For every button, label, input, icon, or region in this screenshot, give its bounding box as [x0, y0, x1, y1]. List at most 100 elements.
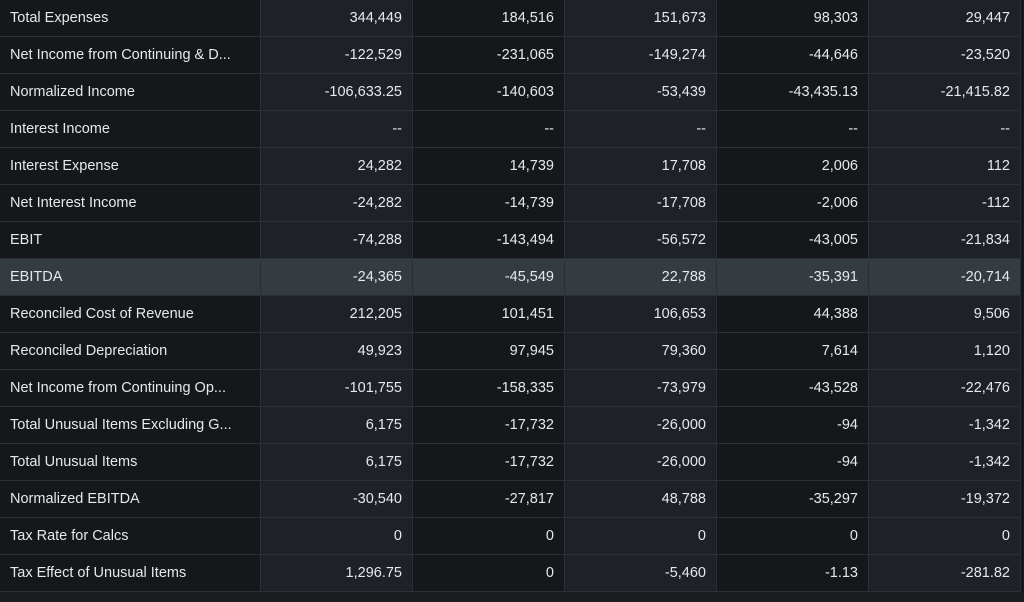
cell-value: -2,006	[716, 184, 869, 222]
cell-value: -73,979	[564, 369, 717, 407]
cell-value: -140,603	[412, 73, 565, 111]
cell-value: 0	[564, 517, 717, 555]
table-row[interactable]: EBIT -74,288 -143,494 -56,572 -43,005 -21,834	[0, 221, 1021, 259]
cell-value: 106,653	[564, 295, 717, 333]
row-label: Net Income from Continuing Op...	[0, 369, 261, 407]
cell-value: -43,005	[716, 221, 869, 259]
cell-value: -27,817	[412, 480, 565, 518]
cell-value: -26,000	[564, 443, 717, 481]
row-label: Net Interest Income	[0, 184, 261, 222]
cell-value: --	[260, 110, 413, 148]
cell-value: 17,708	[564, 147, 717, 185]
cell-value: 6,175	[260, 406, 413, 444]
row-label: Reconciled Cost of Revenue	[0, 295, 261, 333]
cell-value: -24,282	[260, 184, 413, 222]
cell-value: -149,274	[564, 36, 717, 74]
cell-value: -74,288	[260, 221, 413, 259]
table-row[interactable]: Reconciled Depreciation 49,923 97,945 79,36…	[0, 332, 1021, 370]
cell-value: 97,945	[412, 332, 565, 370]
cell-value: -101,755	[260, 369, 413, 407]
cell-value: -106,633.25	[260, 73, 413, 111]
cell-value: -53,439	[564, 73, 717, 111]
table-row[interactable]: Normalized EBITDA -30,540 -27,817 48,788 -35…	[0, 480, 1021, 518]
cell-value: 44,388	[716, 295, 869, 333]
cell-value: --	[412, 110, 565, 148]
cell-value: -14,739	[412, 184, 565, 222]
cell-value: -143,494	[412, 221, 565, 259]
cell-value: 2,006	[716, 147, 869, 185]
table-row[interactable]: Normalized Income -106,633.25 -140,603 -53,…	[0, 73, 1021, 111]
cell-value: 22,788	[564, 258, 717, 296]
cell-value: 0	[716, 517, 869, 555]
table-row[interactable]: Interest Expense 24,282 14,739 17,708 2,006 1…	[0, 147, 1021, 185]
cell-value: --	[868, 110, 1021, 148]
table-row[interactable]: Net Interest Income -24,282 -14,739 -17,708…	[0, 184, 1021, 222]
row-label: EBITDA	[0, 258, 261, 296]
table-row[interactable]: EBITDA -24,365 -45,549 22,788 -35,391 -20,714	[0, 258, 1021, 296]
cell-value: -112	[868, 184, 1021, 222]
row-label: Interest Expense	[0, 147, 261, 185]
cell-value: 14,739	[412, 147, 565, 185]
cell-value: 29,447	[868, 0, 1021, 37]
cell-value: 9,506	[868, 295, 1021, 333]
row-label: Interest Income	[0, 110, 261, 148]
cell-value: --	[564, 110, 717, 148]
row-label: Total Unusual Items	[0, 443, 261, 481]
cell-value: -44,646	[716, 36, 869, 74]
cell-value: -24,365	[260, 258, 413, 296]
table-row[interactable]: Total Unusual Items Excluding G... 6,175-…	[0, 406, 1021, 444]
cell-value: -17,732	[412, 406, 565, 444]
cell-value: -17,732	[412, 443, 565, 481]
cell-value: -21,834	[868, 221, 1021, 259]
row-label: Normalized Income	[0, 73, 261, 111]
cell-value: -1,342	[868, 443, 1021, 481]
cell-value: 1,296.75	[260, 554, 413, 592]
cell-value: -56,572	[564, 221, 717, 259]
cell-value: 0	[412, 517, 565, 555]
cell-value: -122,529	[260, 36, 413, 74]
table-footer	[0, 592, 1024, 602]
table-row[interactable]: Net Income from Continuing Op... -101,755…	[0, 369, 1021, 407]
row-label: Tax Effect of Unusual Items	[0, 554, 261, 592]
table-row[interactable]: Tax Rate for Calcs 0 0 0 0 0	[0, 517, 1021, 555]
table-row[interactable]: Net Income from Continuing & D... -122,52…	[0, 36, 1021, 74]
cell-value: 24,282	[260, 147, 413, 185]
cell-value: -17,708	[564, 184, 717, 222]
cell-value: -45,549	[412, 258, 565, 296]
table-row[interactable]: Total Expenses 344,449 184,516 151,673 98,30…	[0, 0, 1021, 37]
cell-value: -20,714	[868, 258, 1021, 296]
cell-value: 48,788	[564, 480, 717, 518]
cell-value: 6,175	[260, 443, 413, 481]
cell-value: 212,205	[260, 295, 413, 333]
cell-value: -23,520	[868, 36, 1021, 74]
cell-value: -35,297	[716, 480, 869, 518]
cell-value: 112	[868, 147, 1021, 185]
cell-value: 0	[868, 517, 1021, 555]
cell-value: 184,516	[412, 0, 565, 37]
row-label: Total Expenses	[0, 0, 261, 37]
cell-value: -30,540	[260, 480, 413, 518]
cell-value: 344,449	[260, 0, 413, 37]
cell-value: -1.13	[716, 554, 869, 592]
cell-value: 101,451	[412, 295, 565, 333]
table-row[interactable]: Tax Effect of Unusual Items 1,296.75 0 -5,4…	[0, 554, 1021, 592]
cell-value: 79,360	[564, 332, 717, 370]
row-label: EBIT	[0, 221, 261, 259]
cell-value: -1,342	[868, 406, 1021, 444]
cell-value: -43,528	[716, 369, 869, 407]
cell-value: 0	[412, 554, 565, 592]
table-row[interactable]: Interest Income -- -- -- -- --	[0, 110, 1021, 148]
table-row[interactable]: Total Unusual Items 6,175 -17,732 -26,000 -9…	[0, 443, 1021, 481]
cell-value: -35,391	[716, 258, 869, 296]
cell-value: -94	[716, 443, 869, 481]
cell-value: -158,335	[412, 369, 565, 407]
cell-value: -22,476	[868, 369, 1021, 407]
cell-value: -26,000	[564, 406, 717, 444]
cell-value: 49,923	[260, 332, 413, 370]
row-label: Normalized EBITDA	[0, 480, 261, 518]
cell-value: -231,065	[412, 36, 565, 74]
cell-value: 98,303	[716, 0, 869, 37]
table-row[interactable]: Reconciled Cost of Revenue 212,205 101,451…	[0, 295, 1021, 333]
cell-value: -5,460	[564, 554, 717, 592]
